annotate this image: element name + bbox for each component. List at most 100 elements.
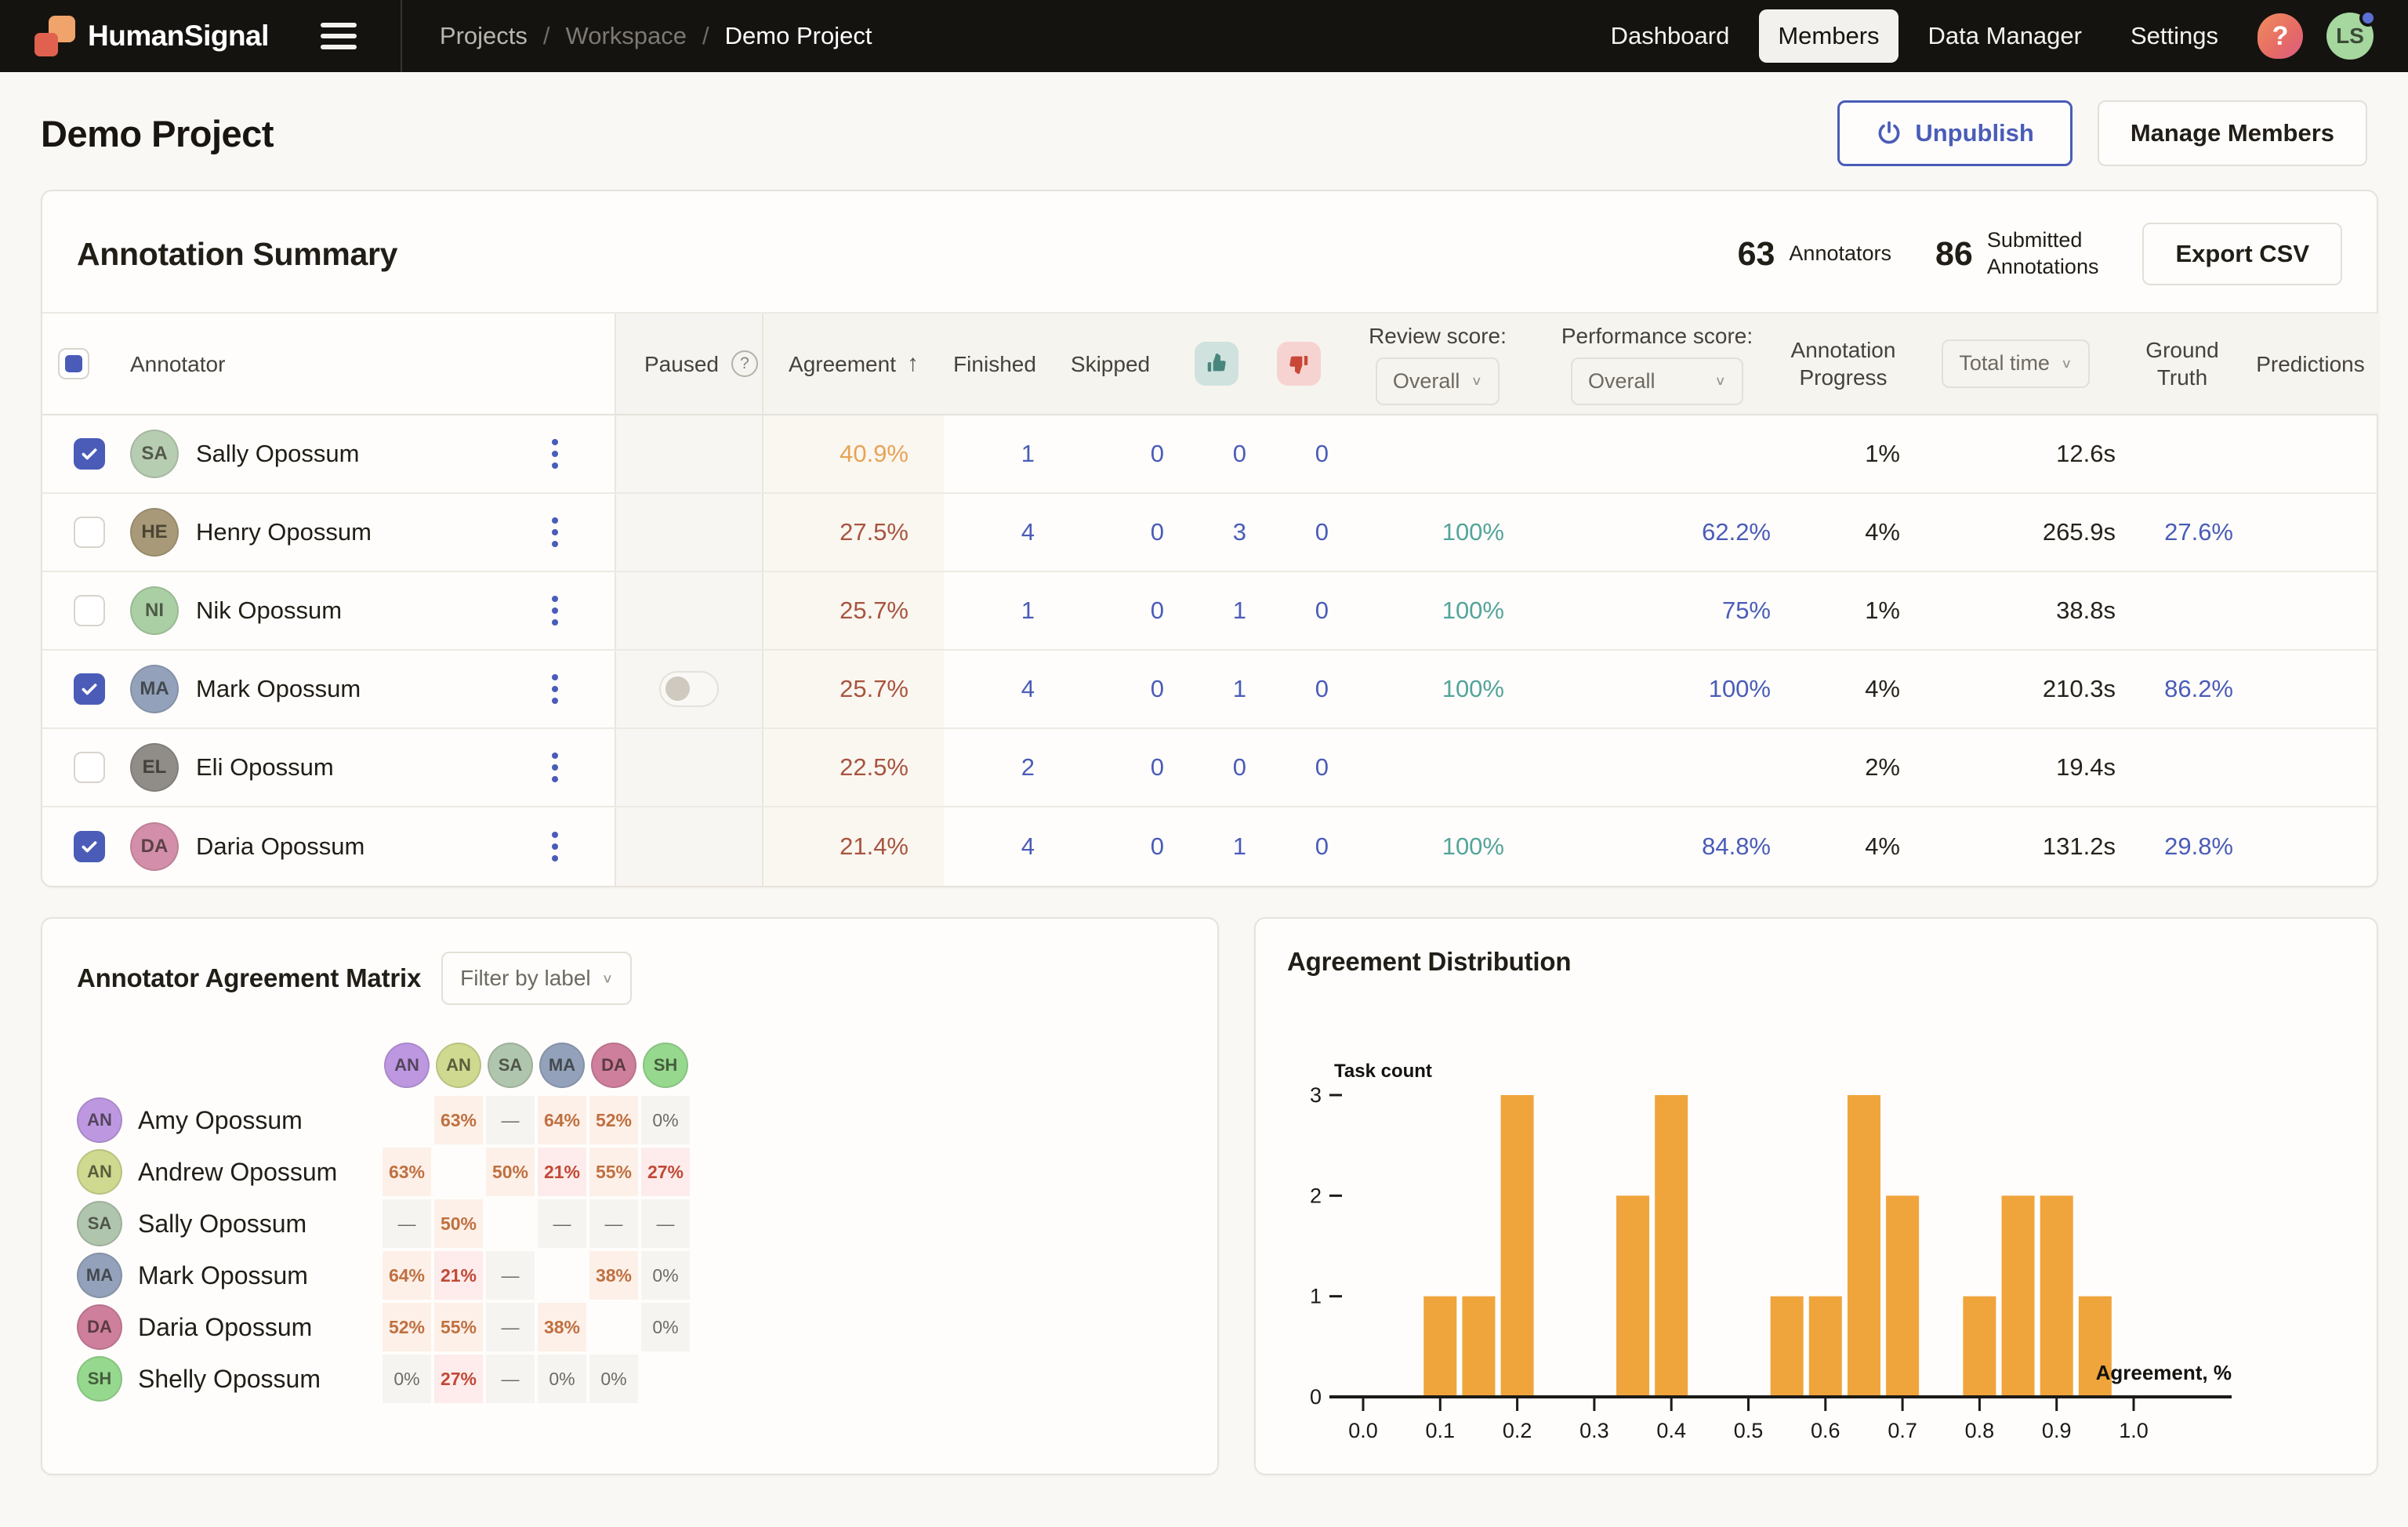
matrix-cell: 63% bbox=[434, 1096, 483, 1144]
matrix-cell: — bbox=[486, 1303, 535, 1351]
skipped-value: 0 bbox=[1046, 440, 1175, 468]
col-predictions[interactable]: Predictions bbox=[2241, 314, 2380, 414]
col-agreement[interactable]: Agreement ↑ bbox=[763, 314, 944, 414]
submitted-count: 86 bbox=[1935, 235, 1973, 274]
col-rejected[interactable] bbox=[1257, 314, 1340, 414]
agreement-matrix: ANANSAMADASHANAmy Opossum63%—64%52%0%ANA… bbox=[77, 1036, 1183, 1405]
histogram-bar bbox=[2040, 1195, 2073, 1397]
matrix-row-name: Daria Opossum bbox=[138, 1313, 312, 1342]
help-icon[interactable]: ? bbox=[2258, 13, 2303, 59]
review-score-dropdown[interactable]: Overall ∨ bbox=[1376, 357, 1500, 406]
brand[interactable]: HumanSignal bbox=[34, 16, 269, 56]
row-kebab-cell bbox=[513, 744, 615, 791]
manage-members-button[interactable]: Manage Members bbox=[2098, 100, 2367, 166]
histogram-bar bbox=[1616, 1195, 1649, 1397]
matrix-row-annotator: DADaria Opossum bbox=[77, 1304, 381, 1350]
agreement-value: 27.5% bbox=[840, 518, 908, 546]
row-select-cell bbox=[42, 673, 113, 705]
col-total-time: Total time ∨ bbox=[1908, 314, 2123, 414]
performance-score-value: 75% bbox=[1536, 597, 1779, 625]
agreement-cell: 40.9% bbox=[763, 415, 944, 492]
annotation-summary-title: Annotation Summary bbox=[77, 236, 397, 273]
histogram-bar bbox=[1771, 1297, 1804, 1397]
row-checkbox[interactable] bbox=[74, 752, 105, 783]
kebab-menu-icon[interactable] bbox=[531, 587, 578, 634]
matrix-cell: 64% bbox=[538, 1096, 586, 1144]
agreement-cell: 22.5% bbox=[763, 729, 944, 806]
thumbs-up-icon bbox=[1195, 342, 1238, 386]
kebab-menu-icon[interactable] bbox=[531, 744, 578, 791]
accepted-value: 3 bbox=[1175, 518, 1257, 546]
row-checkbox[interactable] bbox=[74, 831, 105, 862]
ground-truth-value: 86.2% bbox=[2123, 675, 2241, 703]
annotator-name: Daria Opossum bbox=[196, 832, 364, 861]
matrix-cell: 50% bbox=[434, 1199, 483, 1248]
accepted-value: 1 bbox=[1175, 597, 1257, 625]
total-time-dropdown[interactable]: Total time ∨ bbox=[1942, 339, 2089, 388]
filter-by-label-dropdown[interactable]: Filter by label ∨ bbox=[441, 952, 632, 1005]
row-checkbox[interactable] bbox=[74, 673, 105, 705]
rejected-value: 0 bbox=[1257, 440, 1340, 468]
matrix-column-avatar: SA bbox=[488, 1043, 533, 1088]
annotator-cell: NINik Opossum bbox=[113, 586, 513, 635]
annotation-progress-value: 4% bbox=[1779, 675, 1908, 703]
col-paused-label: Paused bbox=[644, 350, 719, 378]
kebab-menu-icon[interactable] bbox=[531, 823, 578, 870]
matrix-cell: 0% bbox=[538, 1355, 586, 1403]
matrix-header-row: ANANSAMADASH bbox=[77, 1036, 1183, 1094]
notification-dot bbox=[2359, 9, 2377, 27]
row-select-cell bbox=[42, 438, 113, 470]
user-avatar[interactable]: LS bbox=[2326, 13, 2374, 60]
unpublish-button[interactable]: Unpublish bbox=[1837, 100, 2073, 166]
matrix-cell bbox=[383, 1096, 431, 1144]
annotation-progress-value: 4% bbox=[1779, 518, 1908, 546]
nav-members[interactable]: Members bbox=[1759, 9, 1898, 63]
select-all-checkbox[interactable] bbox=[58, 348, 89, 379]
breadcrumb-workspace[interactable]: Workspace bbox=[566, 22, 687, 50]
skipped-value: 0 bbox=[1046, 832, 1175, 861]
breadcrumb-projects[interactable]: Projects bbox=[440, 22, 528, 50]
col-skipped[interactable]: Skipped bbox=[1046, 314, 1175, 414]
col-annotator[interactable]: Annotator bbox=[113, 314, 513, 414]
paused-help-icon[interactable]: ? bbox=[731, 350, 758, 377]
col-finished[interactable]: Finished bbox=[944, 314, 1046, 414]
col-paused: Paused ? bbox=[615, 314, 763, 414]
col-kebab-spacer bbox=[513, 314, 615, 414]
svg-text:2: 2 bbox=[1310, 1184, 1322, 1207]
annotator-cell: SASally Opossum bbox=[113, 430, 513, 478]
export-csv-button[interactable]: Export CSV bbox=[2142, 223, 2342, 285]
rejected-value: 0 bbox=[1257, 597, 1340, 625]
annotator-agreement-matrix-card: Annotator Agreement Matrix Filter by lab… bbox=[41, 917, 1219, 1475]
histogram-bar bbox=[1963, 1297, 1996, 1397]
performance-score-dropdown[interactable]: Overall ∨ bbox=[1571, 357, 1743, 406]
matrix-row-name: Mark Opossum bbox=[138, 1261, 308, 1290]
kebab-menu-icon[interactable] bbox=[531, 430, 578, 477]
matrix-cell: 63% bbox=[383, 1148, 431, 1196]
user-avatar-initials: LS bbox=[2336, 24, 2364, 49]
matrix-row-avatar: MA bbox=[77, 1253, 122, 1298]
matrix-row: MAMark Opossum64%21%—38%0% bbox=[77, 1250, 1183, 1301]
paused-toggle[interactable] bbox=[659, 671, 719, 707]
col-accepted[interactable] bbox=[1175, 314, 1257, 414]
annotator-avatar: DA bbox=[130, 822, 179, 871]
histogram-bar bbox=[2002, 1195, 2035, 1397]
col-ground-truth[interactable]: Ground Truth bbox=[2123, 314, 2241, 414]
col-annotation-progress[interactable]: Annotation Progress bbox=[1779, 314, 1908, 414]
table-row: SASally Opossum40.9%10001%12.6s bbox=[42, 415, 2377, 494]
row-kebab-cell bbox=[513, 587, 615, 634]
kebab-menu-icon[interactable] bbox=[531, 509, 578, 556]
svg-text:0.1: 0.1 bbox=[1426, 1419, 1456, 1442]
paused-cell bbox=[615, 807, 763, 886]
row-checkbox[interactable] bbox=[74, 517, 105, 548]
nav-settings[interactable]: Settings bbox=[2112, 9, 2237, 63]
nav-data-manager[interactable]: Data Manager bbox=[1909, 9, 2101, 63]
row-checkbox[interactable] bbox=[74, 595, 105, 626]
hamburger-menu-icon[interactable] bbox=[321, 23, 357, 49]
nav-dashboard[interactable]: Dashboard bbox=[1592, 9, 1749, 63]
breadcrumb-current: Demo Project bbox=[725, 22, 872, 50]
row-checkbox[interactable] bbox=[74, 438, 105, 470]
breadcrumb-separator: / bbox=[702, 22, 709, 50]
kebab-menu-icon[interactable] bbox=[531, 666, 578, 713]
matrix-row-annotator: ANAmy Opossum bbox=[77, 1097, 381, 1143]
matrix-cell: 55% bbox=[434, 1303, 483, 1351]
